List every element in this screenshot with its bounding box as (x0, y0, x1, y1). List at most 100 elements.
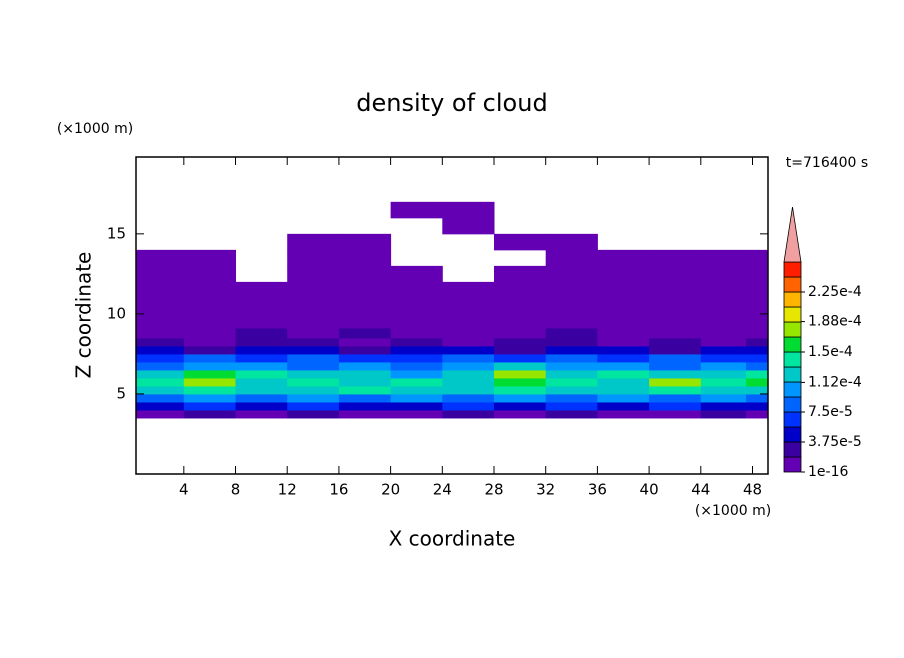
contour-cell (545, 361, 598, 371)
contour-cell (494, 265, 547, 283)
contour-cell (136, 265, 185, 283)
contour-cell (287, 401, 340, 411)
contour-cell (649, 281, 702, 299)
contour-cell (235, 345, 288, 355)
contour-cell (442, 337, 495, 347)
colorbar-box (783, 411, 802, 428)
contour-cell (649, 361, 702, 371)
colorbar-tick-label: 3.75e-5 (808, 434, 862, 450)
contour-cell (442, 393, 495, 403)
contour-cell (494, 337, 547, 347)
contour-cell (390, 409, 443, 419)
contour-cell (746, 361, 769, 371)
contour-cell (183, 353, 237, 363)
contour-cell (746, 249, 769, 267)
contour-cell (494, 409, 547, 419)
contour-cell (390, 337, 443, 347)
contour-cell (136, 249, 185, 267)
colorbar-tick-label: 1.12e-4 (808, 374, 862, 390)
contour-cell (649, 327, 702, 339)
contour-cell (746, 327, 769, 339)
contour-cell (494, 327, 547, 339)
contour-cell (746, 281, 769, 299)
contour-cell (597, 377, 650, 387)
contour-cell (136, 337, 185, 347)
colorbar-tick-label: 2.25e-4 (808, 284, 862, 300)
contour-cell (597, 369, 650, 379)
contour-cell (597, 297, 650, 315)
contour-cell (494, 401, 547, 411)
contour-cell (700, 313, 747, 329)
contour-cell (700, 361, 747, 371)
contour-cell (597, 337, 650, 347)
contour-cell (338, 401, 392, 411)
contour-cell (545, 353, 598, 363)
contour-cell (597, 265, 650, 283)
contour-cell (649, 249, 702, 267)
contour-cell (390, 361, 443, 371)
contour-cell (183, 249, 237, 267)
contour-cell (545, 393, 598, 403)
contour-cell (442, 409, 495, 419)
contour-cell (338, 297, 392, 315)
x-tick-label: 24 (433, 481, 452, 499)
contour-cell (494, 297, 547, 315)
contour-cell (746, 353, 769, 363)
contour-cell (287, 337, 340, 347)
contour-cell (287, 297, 340, 315)
contour-cell (597, 345, 650, 355)
contour-cell (235, 281, 288, 299)
y-tick-label: 15 (107, 224, 126, 242)
x-tick-label: 20 (381, 481, 400, 499)
contour-cell (338, 337, 392, 347)
contour-cell (338, 385, 392, 395)
contour-cell (746, 313, 769, 329)
contour-cell (235, 297, 288, 315)
contour-cell (649, 409, 702, 419)
contour-cell (746, 401, 769, 411)
contour-cell (545, 281, 598, 299)
contour-cell (649, 297, 702, 315)
contour-cell (442, 385, 495, 395)
time-annotation: t=716400 s (786, 155, 868, 171)
contour-cell (235, 327, 288, 339)
contour-cell (183, 409, 237, 419)
contour-cell (287, 281, 340, 299)
contour-cell (597, 313, 650, 329)
colorbar-box (783, 336, 802, 353)
contour-cell (700, 345, 747, 355)
contour-cell (545, 385, 598, 395)
contour-cell (649, 385, 702, 395)
contour-cell (183, 313, 237, 329)
contour-cell (136, 385, 185, 395)
contour-cell (287, 345, 340, 355)
contour-cell (545, 233, 598, 251)
contour-cell (545, 313, 598, 329)
contour-cell (649, 393, 702, 403)
contour-cell (597, 361, 650, 371)
contour-cell (287, 249, 340, 267)
contour-cell (390, 369, 443, 379)
y-tick-label: 10 (107, 304, 126, 322)
colorbar-tick-label: 1.88e-4 (808, 314, 862, 330)
contour-cell (442, 369, 495, 379)
contour-cell (700, 249, 747, 267)
contour-cell (442, 353, 495, 363)
contour-cell (136, 313, 185, 329)
contour-cell (183, 337, 237, 347)
x-tick-label: 32 (536, 481, 555, 499)
x-tick-label: 16 (329, 481, 348, 499)
contour-cell (136, 327, 185, 339)
contour-cell (597, 281, 650, 299)
contour-cell (545, 409, 598, 419)
colorbar-box (783, 381, 802, 398)
contour-cell (390, 327, 443, 339)
contour-cell (746, 385, 769, 395)
contour-cell (746, 345, 769, 355)
contour-cell (183, 327, 237, 339)
x-unit-label: (×1000 m) (695, 503, 771, 519)
contour-cell (442, 327, 495, 339)
contour-cell (390, 385, 443, 395)
contour-cell (287, 313, 340, 329)
contour-cell (597, 385, 650, 395)
